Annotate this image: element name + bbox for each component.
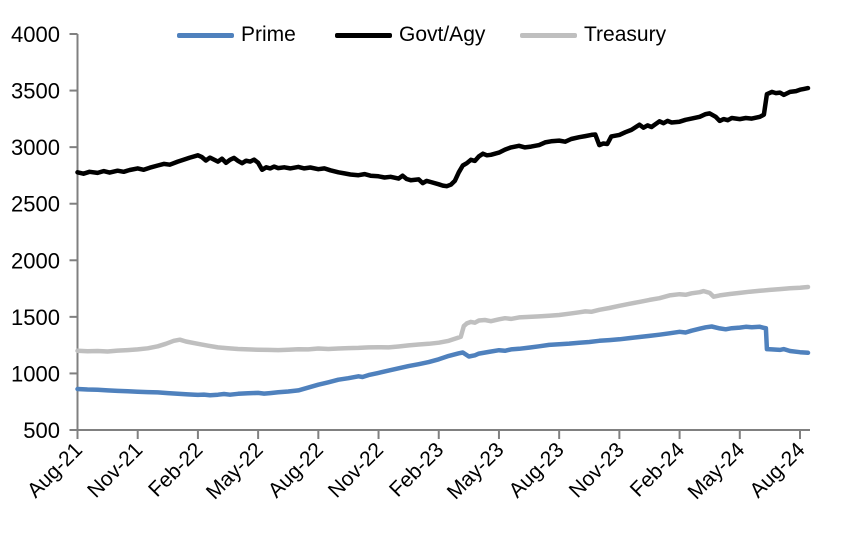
x-tick-label: Aug-22 <box>264 438 328 502</box>
axes <box>76 34 810 431</box>
x-tick-label: Aug-23 <box>505 438 569 502</box>
x-tick-label: May-24 <box>684 438 750 504</box>
legend-item-treasury: Treasury <box>520 22 666 48</box>
chart-legend: Prime Govt/Agy Treasury <box>0 22 852 48</box>
govt-agy-line-swatch <box>335 32 392 38</box>
x-axis-labels: Aug-21Nov-21Feb-22May-22Aug-22Nov-22Feb-… <box>23 438 810 504</box>
series-line-prime <box>75 324 811 398</box>
series-line-govt-agy <box>75 85 811 189</box>
legend-label-govt-agy: Govt/Agy <box>399 23 486 46</box>
y-tick-label: 3000 <box>11 135 60 160</box>
y-axis-labels: 4000 3500 3000 2500 2000 1500 1000 500 <box>11 22 60 443</box>
x-tick-label: Feb-22 <box>144 438 207 501</box>
prime-line-swatch <box>177 32 234 38</box>
legend-item-govt-agy: Govt/Agy <box>335 22 485 48</box>
x-tick-label: Aug-24 <box>745 438 809 502</box>
x-tick-label: Feb-24 <box>626 438 690 502</box>
y-tick-label: 3500 <box>11 79 60 104</box>
y-tick-label: 4000 <box>11 22 60 47</box>
y-tick-label: 1500 <box>11 305 60 330</box>
y-tick-label: 1000 <box>11 361 60 386</box>
x-tick-label: Nov-22 <box>324 438 388 502</box>
x-tick-label: Feb-23 <box>385 438 448 501</box>
y-axis-ticks <box>69 33 78 431</box>
treasury-line-swatch <box>520 32 577 38</box>
y-tick-label: 2000 <box>11 248 60 273</box>
x-tick-label: Nov-21 <box>83 438 147 502</box>
legend-label-treasury: Treasury <box>584 23 667 46</box>
y-tick-label: 500 <box>23 418 60 443</box>
legend-item-prime: Prime <box>177 22 296 48</box>
x-tick-label: May-22 <box>202 438 268 504</box>
legend-label-prime: Prime <box>241 23 296 46</box>
y-tick-label: 2500 <box>11 192 60 217</box>
x-tick-label: Nov-23 <box>565 438 629 502</box>
x-axis-ticks <box>76 430 801 439</box>
x-tick-label: Aug-21 <box>23 438 87 502</box>
x-tick-label: May-23 <box>443 438 509 504</box>
series-line-treasury <box>75 284 811 354</box>
